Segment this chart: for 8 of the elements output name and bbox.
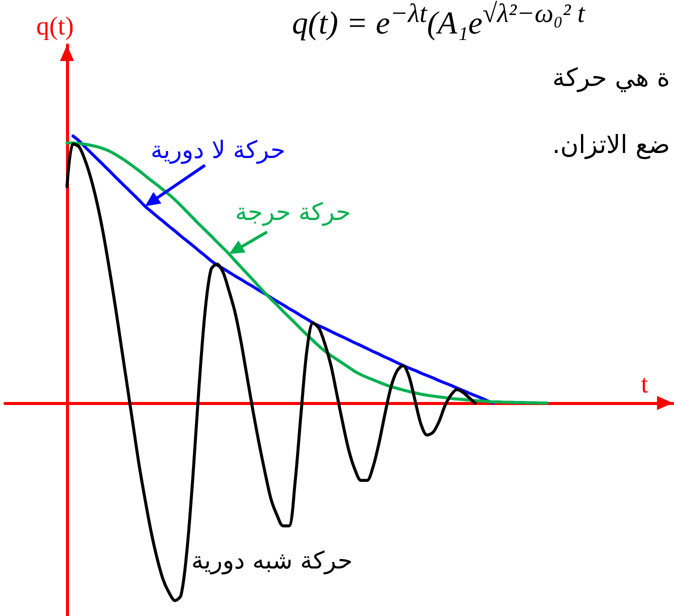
y-axis-title: q(t) bbox=[36, 12, 74, 40]
series-label: حركة حرجة bbox=[235, 198, 351, 226]
series-label: حركة لا دورية bbox=[150, 136, 286, 164]
x-axis-title: t bbox=[641, 370, 649, 398]
series-label: حركة شبه دورية bbox=[191, 546, 353, 575]
text: q(t) = e$^{−λt}$(A₁e$^{√λ²−ω₀² t}$ bbox=[292, 0, 585, 43]
text: ة هي حركة bbox=[552, 62, 670, 94]
text: ضع الاتزان. bbox=[552, 129, 670, 162]
